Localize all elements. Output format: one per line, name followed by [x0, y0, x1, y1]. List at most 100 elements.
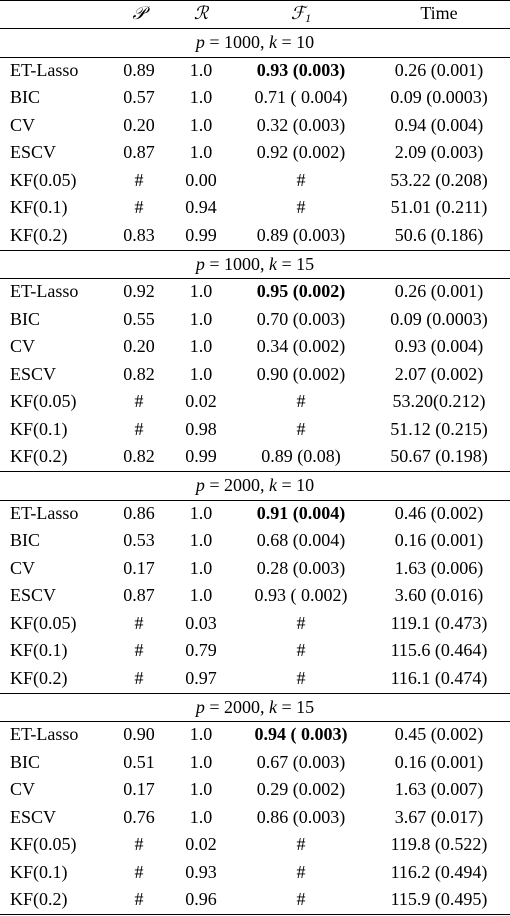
f1-cell: 0.67 (0.003): [256, 751, 346, 772]
header-rule: [0, 28, 510, 29]
method-cell: KF(0.1): [10, 640, 68, 660]
precision-cell: 0.92: [123, 281, 155, 301]
f1-cell: 0.89 (0.08): [261, 446, 341, 466]
section-rule: [0, 721, 510, 722]
table-row: KF(0.05) #0.02 #53.20(0.212): [0, 388, 510, 416]
method-cell: KF(0.1): [10, 197, 68, 217]
table-row: CV 0.20 1.0 0.32 (0.003) 0.94 (0.004): [0, 112, 510, 140]
header-f1: ℱ1: [290, 3, 312, 25]
header-recall: ℛ: [193, 3, 209, 23]
recall-cell: 1.0: [189, 59, 213, 80]
precision-cell: 0.55: [123, 308, 155, 329]
method-cell: KF(0.2): [10, 224, 68, 245]
table-row: KF(0.2) 0.83 0.99 0.89 (0.003) 50.6 (0.186): [0, 222, 510, 250]
f1-cell: 0.91 (0.004): [256, 502, 346, 523]
precision-cell: 0.89: [123, 59, 155, 80]
f1-cell: #: [296, 391, 306, 411]
f1-cell: #: [296, 612, 306, 633]
table-row: ET-Lasso 0.90 1.0 0.94 ( 0.003) 0.45 (0.002): [0, 721, 510, 749]
table-row: ET-Lasso 0.89 1.0 0.93 (0.003) 0.26 (0.001): [0, 57, 510, 85]
table-row: BIC 0.55 1.0 0.70 (0.003) 0.09 (0.0003): [0, 306, 510, 334]
time-cell: 53.22 (0.208): [390, 169, 488, 190]
recall-cell: 1.0: [189, 724, 213, 744]
method-cell: ESCV: [10, 363, 57, 384]
method-cell: KF(0.1): [10, 861, 68, 882]
method-cell: ESCV: [10, 585, 57, 605]
precision-cell: 0.17: [123, 779, 155, 799]
time-cell: 3.60 (0.016): [394, 585, 484, 605]
f1-cell: 0.28 (0.003): [256, 557, 346, 578]
precision-cell: #: [134, 391, 144, 411]
precision-cell: #: [134, 861, 144, 882]
method-cell: CV: [10, 114, 36, 135]
time-cell: 1.63 (0.006): [394, 557, 484, 578]
method-cell: CV: [10, 557, 36, 578]
header-precision: 𝒫: [132, 3, 146, 23]
recall-cell: 1.0: [189, 87, 213, 107]
f1-cell: 0.32 (0.003): [256, 114, 346, 135]
recall-cell: 0.99: [185, 446, 217, 466]
time-cell: 2.07 (0.002): [394, 363, 484, 384]
time-cell: 0.09 (0.0003): [390, 87, 488, 107]
method-cell: BIC: [10, 530, 41, 550]
f1-cell: 0.95 (0.002): [256, 281, 346, 301]
time-cell: 3.67 (0.017): [394, 806, 484, 827]
method-cell: BIC: [10, 308, 41, 329]
time-cell: 0.94 (0.004): [394, 114, 484, 135]
recall-cell: 0.97: [185, 667, 217, 688]
recall-cell: 0.00: [185, 169, 217, 190]
top-rule: [0, 0, 510, 1]
time-cell: 115.6 (0.464): [390, 640, 488, 660]
method-cell: BIC: [10, 751, 41, 772]
table-row: ET-Lasso 0.86 1.0 0.91 (0.004) 0.46 (0.002): [0, 500, 510, 528]
time-cell: 0.46 (0.002): [394, 502, 484, 523]
recall-cell: 0.94: [185, 197, 217, 217]
precision-cell: 0.53: [123, 530, 155, 550]
time-cell: 53.20(0.212): [392, 391, 486, 411]
table-row: KF(0.2) #0.97 #116.1 (0.474): [0, 665, 510, 693]
recall-cell: 1.0: [189, 806, 213, 827]
recall-cell: 1.0: [189, 114, 213, 135]
method-cell: ESCV: [10, 142, 57, 162]
section-rule: [0, 499, 510, 501]
f1-cell: 0.71 ( 0.004): [254, 87, 348, 107]
precision-cell: #: [134, 834, 144, 854]
recall-cell: 1.0: [189, 502, 213, 523]
table-row: ESCV 0.82 1.0 0.90 (0.002) 2.07 (0.002): [0, 361, 510, 389]
table-row: KF(0.1) #0.94 #51.01 (0.211): [0, 194, 510, 222]
time-cell: 0.16 (0.001): [394, 530, 484, 550]
method-cell: KF(0.1): [10, 418, 68, 439]
section-rule: [0, 56, 510, 58]
time-cell: 50.67 (0.198): [390, 446, 488, 466]
table-row: CV 0.20 1.0 0.34 (0.002) 0.93 (0.004): [0, 333, 510, 361]
recall-cell: 1.0: [189, 308, 213, 329]
precision-cell: #: [134, 667, 144, 688]
precision-cell: 0.20: [123, 114, 155, 135]
table-row: KF(0.1) #0.98 #51.12 (0.215): [0, 416, 510, 444]
table-row: KF(0.1) #0.93 #116.2 (0.494): [0, 859, 510, 887]
time-cell: 0.26 (0.001): [394, 59, 484, 80]
f1-cell: 0.29 (0.002): [256, 779, 346, 799]
f1-cell: 0.93 ( 0.002): [254, 585, 348, 605]
precision-cell: 0.86: [123, 502, 155, 523]
precision-cell: 0.17: [123, 557, 155, 578]
recall-cell: 1.0: [189, 751, 213, 772]
f1-cell: 0.92 (0.002): [256, 142, 346, 162]
precision-cell: 0.82: [123, 363, 155, 384]
time-cell: 115.9 (0.495): [390, 889, 488, 909]
f1-cell: #: [296, 889, 306, 909]
table-row: KF(0.05) #0.00 #53.22 (0.208): [0, 167, 510, 195]
table-row: ESCV 0.76 1.0 0.86 (0.003) 3.67 (0.017): [0, 804, 510, 832]
method-cell: KF(0.05): [10, 612, 77, 633]
recall-cell: 1.0: [189, 585, 213, 605]
table-row: BIC 0.57 1.0 0.71 ( 0.004) 0.09 (0.0003): [0, 84, 510, 112]
time-cell: 51.12 (0.215): [390, 418, 488, 439]
f1-cell: 0.93 (0.003): [256, 59, 346, 80]
recall-cell: 0.93: [185, 861, 217, 882]
recall-cell: 0.02: [185, 834, 217, 854]
time-cell: 51.01 (0.211): [390, 197, 488, 217]
method-cell: ESCV: [10, 806, 57, 827]
f1-cell: #: [296, 169, 306, 190]
group-rule: [0, 471, 510, 472]
precision-cell: 0.87: [123, 585, 155, 605]
